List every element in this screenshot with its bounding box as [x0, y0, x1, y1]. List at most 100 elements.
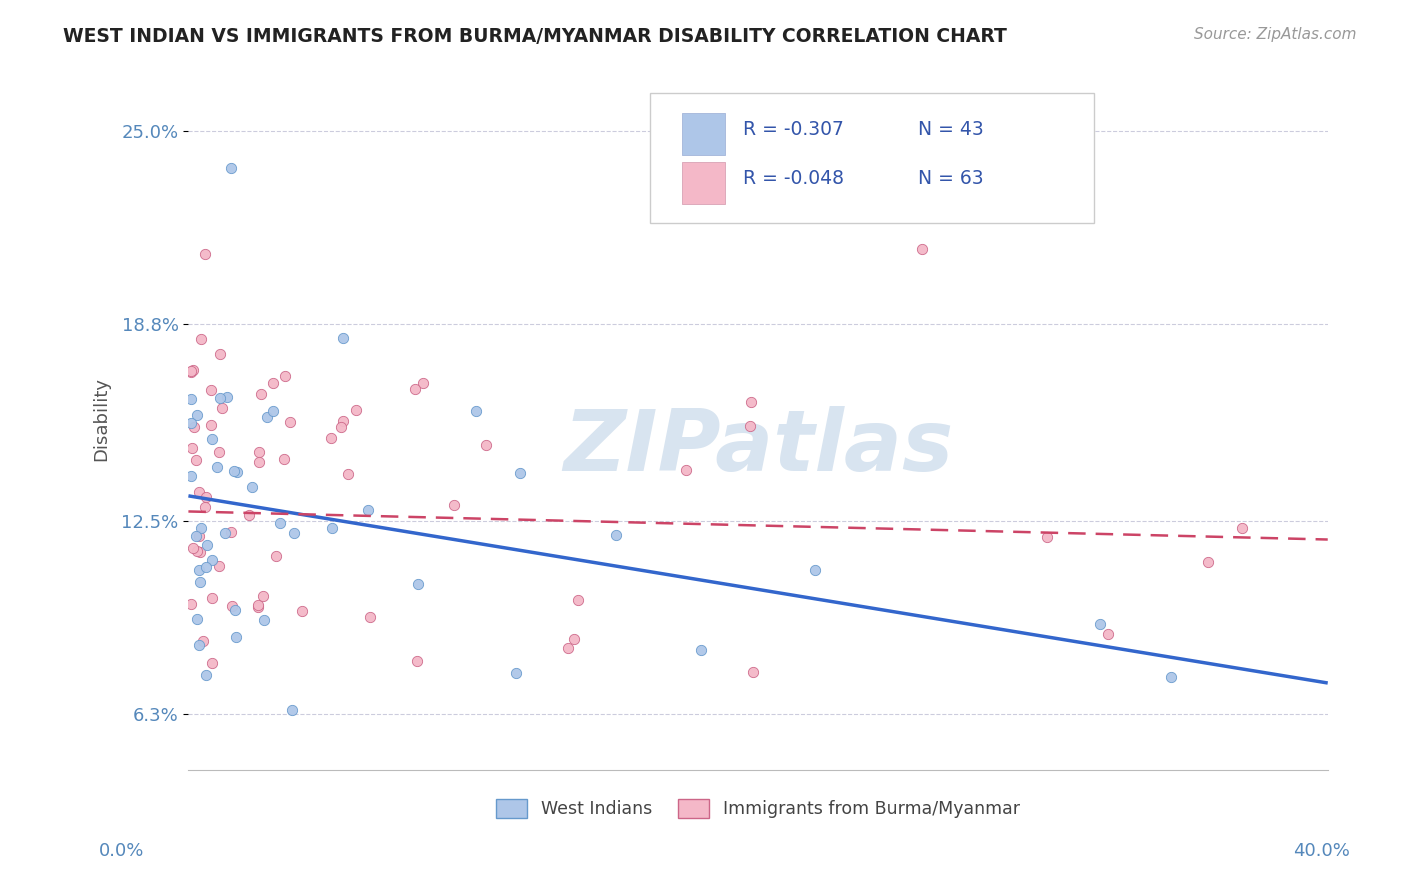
Text: R = -0.307: R = -0.307: [744, 120, 844, 139]
Point: [224, 602, 246, 616]
Point: [208, 392, 231, 406]
Point: [186, 612, 208, 626]
FancyBboxPatch shape: [650, 93, 1094, 223]
Point: [188, 529, 211, 543]
Point: [247, 445, 270, 459]
Text: WEST INDIAN VS IMMIGRANTS FROM BURMA/MYANMAR DISABILITY CORRELATION CHART: WEST INDIAN VS IMMIGRANTS FROM BURMA/MYA…: [63, 27, 1007, 45]
Point: [191, 633, 214, 648]
Point: [221, 599, 243, 614]
Point: [567, 593, 589, 607]
Point: [193, 500, 215, 514]
Point: [207, 459, 229, 474]
Point: [1232, 521, 1254, 535]
Point: [188, 484, 211, 499]
Point: [264, 549, 287, 564]
Point: [215, 390, 238, 404]
Point: [1097, 627, 1119, 641]
Point: [225, 630, 247, 644]
Point: [187, 638, 209, 652]
Point: [291, 604, 314, 618]
Point: [321, 521, 343, 535]
Point: [195, 668, 218, 682]
Point: [740, 395, 762, 409]
Point: [180, 441, 202, 455]
Point: [181, 363, 204, 377]
Point: [256, 409, 278, 424]
Text: 40.0%: 40.0%: [1294, 842, 1350, 860]
Point: [911, 242, 934, 256]
Point: [214, 526, 236, 541]
Point: [283, 525, 305, 540]
Point: [247, 455, 270, 469]
Point: [332, 331, 354, 345]
Point: [280, 702, 302, 716]
Point: [226, 465, 249, 479]
Point: [406, 654, 429, 668]
Point: [1197, 555, 1219, 569]
Point: [186, 409, 208, 423]
Point: [443, 499, 465, 513]
Point: [1160, 670, 1182, 684]
Point: [1088, 616, 1111, 631]
Point: [274, 369, 297, 384]
Point: [184, 452, 207, 467]
Text: N = 43: N = 43: [918, 120, 983, 139]
Point: [201, 591, 224, 605]
Point: [187, 562, 209, 576]
Y-axis label: Disability: Disability: [93, 377, 110, 461]
FancyBboxPatch shape: [682, 112, 725, 155]
Point: [269, 516, 291, 531]
Point: [201, 657, 224, 671]
Point: [186, 544, 208, 558]
Point: [1035, 530, 1057, 544]
Point: [180, 597, 202, 611]
Point: [337, 467, 360, 482]
Point: [190, 332, 212, 346]
Point: [180, 468, 202, 483]
Point: [219, 161, 242, 176]
Point: [188, 545, 211, 559]
Point: [183, 420, 205, 434]
Point: [194, 246, 217, 260]
Point: [240, 480, 263, 494]
Point: [180, 365, 202, 379]
Point: [238, 508, 260, 522]
Text: R = -0.048: R = -0.048: [744, 169, 844, 188]
Point: [195, 538, 218, 552]
Point: [180, 392, 202, 406]
Point: [474, 438, 496, 452]
Point: [184, 528, 207, 542]
Point: [211, 401, 233, 415]
Legend: West Indians, Immigrants from Burma/Myanmar: West Indians, Immigrants from Burma/Myan…: [489, 792, 1028, 825]
Point: [180, 416, 202, 430]
Point: [195, 490, 218, 504]
Point: [804, 563, 827, 577]
Point: [201, 432, 224, 446]
Text: N = 63: N = 63: [918, 169, 983, 188]
Point: [262, 376, 284, 390]
Point: [505, 665, 527, 680]
Point: [200, 383, 222, 397]
Point: [201, 553, 224, 567]
Point: [329, 420, 352, 434]
Point: [557, 641, 579, 656]
Point: [208, 444, 231, 458]
Point: [321, 432, 343, 446]
Point: [195, 559, 218, 574]
Point: [219, 524, 242, 539]
Point: [412, 376, 434, 391]
Point: [738, 419, 761, 434]
Point: [190, 521, 212, 535]
Point: [273, 452, 295, 467]
Point: [208, 559, 231, 574]
Point: [246, 600, 269, 615]
Point: [224, 464, 246, 478]
Point: [332, 414, 354, 428]
Point: [188, 574, 211, 589]
Point: [509, 466, 531, 480]
Point: [357, 503, 380, 517]
Point: [180, 364, 202, 378]
Point: [262, 403, 284, 417]
Point: [246, 599, 269, 613]
Point: [252, 589, 274, 603]
